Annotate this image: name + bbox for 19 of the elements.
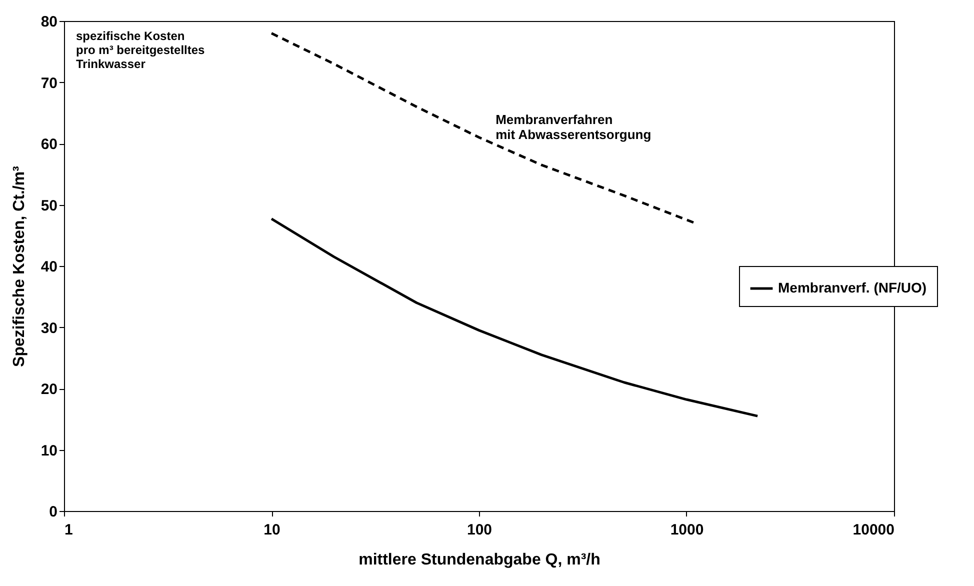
y-tick-label: 0 — [49, 504, 58, 520]
y-tick-label: 50 — [40, 197, 58, 214]
x-tick-label: 1 — [64, 522, 73, 538]
x-tick-label: 10000 — [852, 522, 894, 538]
y-tick-label: 80 — [40, 14, 58, 30]
x-tick-label: 10 — [264, 522, 280, 538]
x-tick-label: 1000 — [670, 522, 704, 538]
x-axis-title: mittlere Stundenabgabe Q, m³/h — [358, 552, 600, 568]
y-tick-label: 30 — [40, 320, 58, 337]
y-tick-label: 10 — [40, 442, 58, 460]
annotation: spezifische Kosten pro m³ bereitgestelltes Trinkwasser — [76, 29, 206, 71]
y-tick-label: 60 — [40, 136, 58, 153]
y-tick-label: 70 — [40, 74, 58, 92]
legend-label: Membranverf. (NF/UO) — [778, 280, 927, 296]
y-tick-label: 20 — [40, 381, 58, 398]
y-tick-label: 40 — [40, 258, 58, 276]
annotation: Membranverfahren mit Abwasserentsorgung — [496, 112, 652, 142]
x-tick-label: 100 — [466, 522, 492, 538]
y-axis-title: Spezifische Kosten, Ct./m³ — [10, 166, 28, 367]
